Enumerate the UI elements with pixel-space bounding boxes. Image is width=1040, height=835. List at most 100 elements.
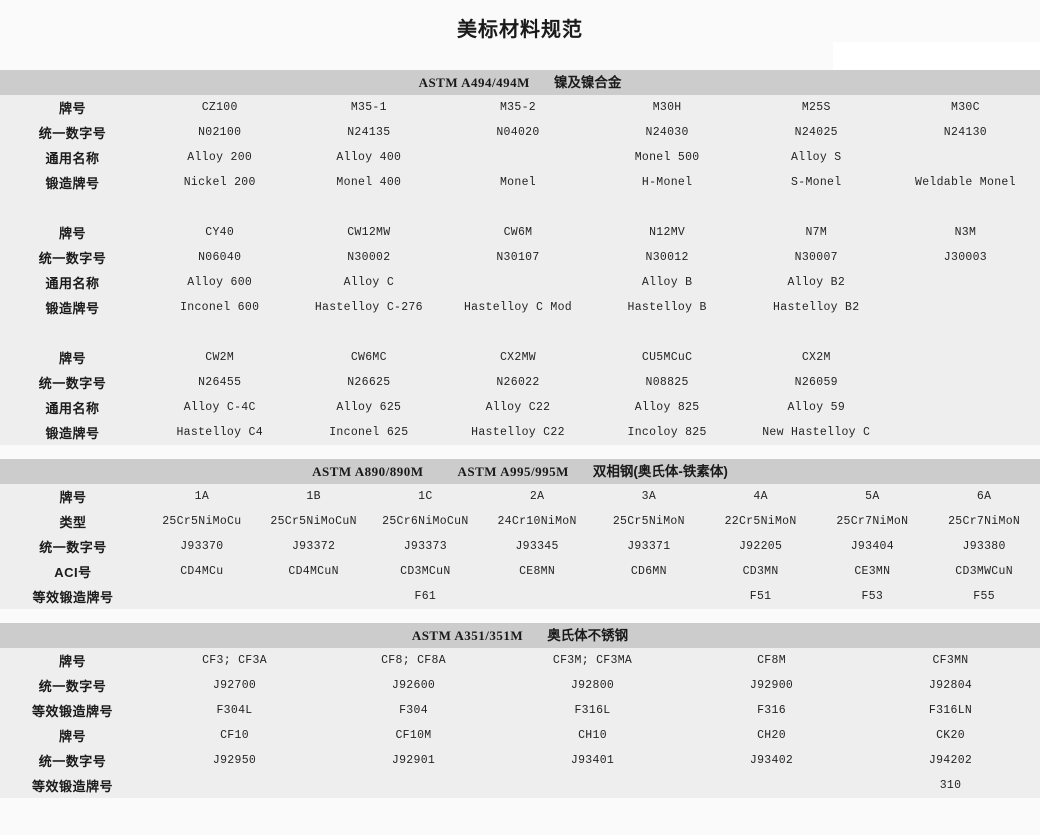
section-header-duplex: ASTM A890/890M ASTM A995/995M 双相钢(奥氏体-铁素体) [0,459,1040,484]
table-cell: Hastelloy C Mod [463,301,572,314]
table-cell: N08825 [645,376,689,389]
table-cell: N06040 [198,251,242,264]
section-category-label: 双相钢(奥氏体-铁素体) [592,464,728,479]
table-cell: Hastelloy C4 [176,426,263,439]
table-cell: Incoloy 825 [627,426,707,439]
table-cell: Alloy B [641,276,693,289]
table-cell: N30107 [496,251,540,264]
table-cell: J92700 [212,679,257,692]
row-label: 通用名称 [45,276,100,291]
table-cell [891,420,1040,445]
table-block-gap [0,320,1040,345]
table-cell: F316 [757,704,786,717]
table-cell: CD3MWCuN [955,565,1013,578]
table-row: 统一数字号 J92950 J92901 J93401 J93402 J94202 [0,748,1040,773]
table-cell [891,145,1040,170]
table-cell: 4A [753,490,768,503]
table-row: 通用名称 Alloy 600 Alloy C Alloy B Alloy B2 [0,270,1040,295]
table-cell: CZ100 [201,101,238,114]
table-row: 统一数字号 N06040 N30002 N30107 N30012 N30007 J3000… [0,245,1040,270]
table-cell: Monel 400 [336,176,402,189]
table-cell: F316L [574,704,611,717]
table-cell: F316LN [928,704,973,717]
table-cell: 25Cr6NiMoCuN [382,515,469,528]
table-cell [443,270,592,295]
table-cell [481,584,593,609]
row-label: 牌号 [59,101,87,116]
table-cell: CF8M [757,654,786,667]
page-header: 美标材料规范 [0,0,1040,70]
table-cell: 2A [529,490,545,503]
table-cell: 22Cr5NiMoN [724,515,797,528]
row-label: 锻造牌号 [45,301,100,316]
table-cell: CU5MCuC [641,351,693,364]
table-row: 等效锻造牌号 F304L F304 F316L F316 F316LN [0,698,1040,723]
table-cell: CX2MW [499,351,536,364]
spec-table-duplex: 牌号 1A 1B 1C 2A 3A 4A 5A 6A 类型 25Cr5NiMoCu 25Cr5NiMo… [0,484,1040,609]
section-duplex: ASTM A890/890M ASTM A995/995M 双相钢(奥氏体-铁素体)… [0,459,1040,609]
row-label: 统一数字号 [38,251,107,266]
table-cell: J92900 [749,679,794,692]
table-cell: Hastelloy B [627,301,707,314]
table-cell: Alloy C-4C [183,401,256,414]
table-row: 统一数字号 N26455 N26625 N26022 N08825 N26059 [0,370,1040,395]
table-cell: 1C [418,490,433,503]
table-cell: J93370 [180,540,224,553]
table-cell: S-Monel [791,176,842,189]
table-cell [891,295,1040,320]
table-row: 牌号 CF10 CF10M CH10 CH20 CK20 [0,723,1040,748]
table-cell: J92804 [928,679,973,692]
astm-standard-label: ASTM A890/890M [312,464,424,479]
table-cell: CF3MN [932,654,969,667]
row-label: 统一数字号 [38,754,107,769]
table-cell: Monel 500 [634,151,700,164]
table-cell: J93373 [403,540,447,553]
table-cell: CF10M [395,729,432,742]
table-cell: F53 [861,590,884,603]
table-row: 牌号 CY40 CW12MW CW6M N12MV N7M N3M [0,220,1040,245]
table-cell [891,395,1040,420]
table-cell: N26625 [347,376,391,389]
table-cell: N12MV [649,226,686,239]
table-cell: Alloy 625 [336,401,402,414]
table-cell: CF10 [220,729,249,742]
table-cell [258,584,370,609]
table-cell [146,584,258,609]
table-cell: CF8; CF8A [381,654,446,667]
table-cell: N26455 [198,376,242,389]
row-label: 通用名称 [45,401,100,416]
table-cell: Alloy 600 [187,276,253,289]
table-cell: J92950 [212,754,257,767]
table-cell: M25S [801,101,831,114]
table-row: 通用名称 Alloy C-4C Alloy 625 Alloy C22 Alloy 82… [0,395,1040,420]
table-cell: CH10 [578,729,607,742]
table-cell: 25Cr7NiMoN [948,515,1021,528]
table-cell: Alloy 825 [634,401,700,414]
table-row: ACI号 CD4MCu CD4MCuN CD3MCuN CE8MN CD6MN CD3MN C… [0,559,1040,584]
table-cell: N26059 [794,376,838,389]
table-cell: F304L [216,704,253,717]
table-cell [145,773,324,798]
table-cell [503,773,682,798]
table-cell: 25Cr5NiMoN [612,515,685,528]
section-austenitic: ASTM A351/351M 奥氏体不锈钢 牌号 CF3; CF3A CF8; CF8A… [0,623,1040,798]
table-cell: J94202 [928,754,973,767]
table-cell: J93401 [570,754,615,767]
table-row: 等效锻造牌号 310 [0,773,1040,798]
table-cell: N7M [805,226,828,239]
section-nickel: ASTM A494/494M 镍及镍合金 牌号 CZ100 M35-1 M35-2 M30H… [0,70,1040,445]
row-label: 统一数字号 [39,540,107,555]
section-category-label: 镍及镍合金 [553,75,622,90]
table-cell: New Hastelloy C [762,426,871,439]
table-cell: N24025 [794,126,838,139]
table-cell: J93404 [850,540,894,553]
row-label: 锻造牌号 [45,176,100,191]
table-row: 统一数字号 J93370 J93372 J93373 J93345 J93371 J9220… [0,534,1040,559]
row-label: 牌号 [59,226,87,241]
table-cell: 310 [939,779,962,792]
table-cell [891,370,1040,395]
table-cell: 25Cr5NiMoCu [162,515,242,528]
section-gap [0,445,1040,459]
table-row: 牌号 CW2M CW6MC CX2MW CU5MCuC CX2M [0,345,1040,370]
